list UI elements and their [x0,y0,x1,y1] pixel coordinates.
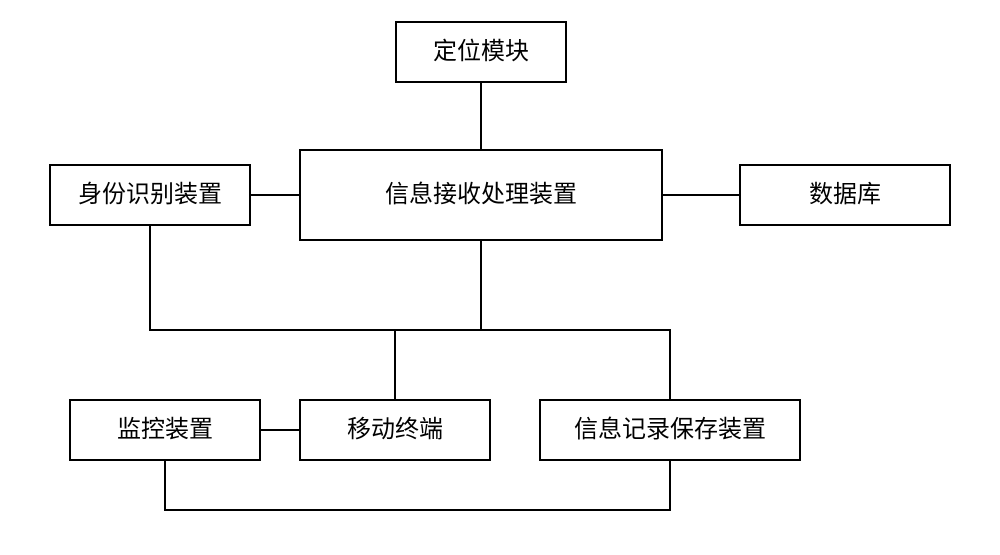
node-label-mobile: 移动终端 [347,416,443,443]
node-label-positioning: 定位模块 [433,38,529,65]
node-monitor: 监控装置 [70,400,260,460]
edge-processor-mobile [395,240,481,400]
node-positioning: 定位模块 [396,22,566,82]
system-block-diagram: 定位模块身份识别装置 信息接收处理装置 数据库监控装置 移动终端 信息记录保存装置 [0,0,1000,555]
node-label-processor: 信息接收处理装置 [385,181,577,208]
node-recorder: 信息记录保存装置 [540,400,800,460]
node-label-identity: 身份识别装置 [78,181,222,208]
edge-monitor-recorder [165,460,670,510]
node-database: 数据库 [740,165,950,225]
node-processor: 信息接收处理装置 [300,150,662,240]
node-label-database: 数据库 [809,181,881,208]
node-identity: 身份识别装置 [50,165,250,225]
node-mobile: 移动终端 [300,400,490,460]
edge-processor-recorder [481,240,670,400]
node-label-monitor: 监控装置 [117,416,213,443]
node-label-recorder: 信息记录保存装置 [574,416,766,443]
